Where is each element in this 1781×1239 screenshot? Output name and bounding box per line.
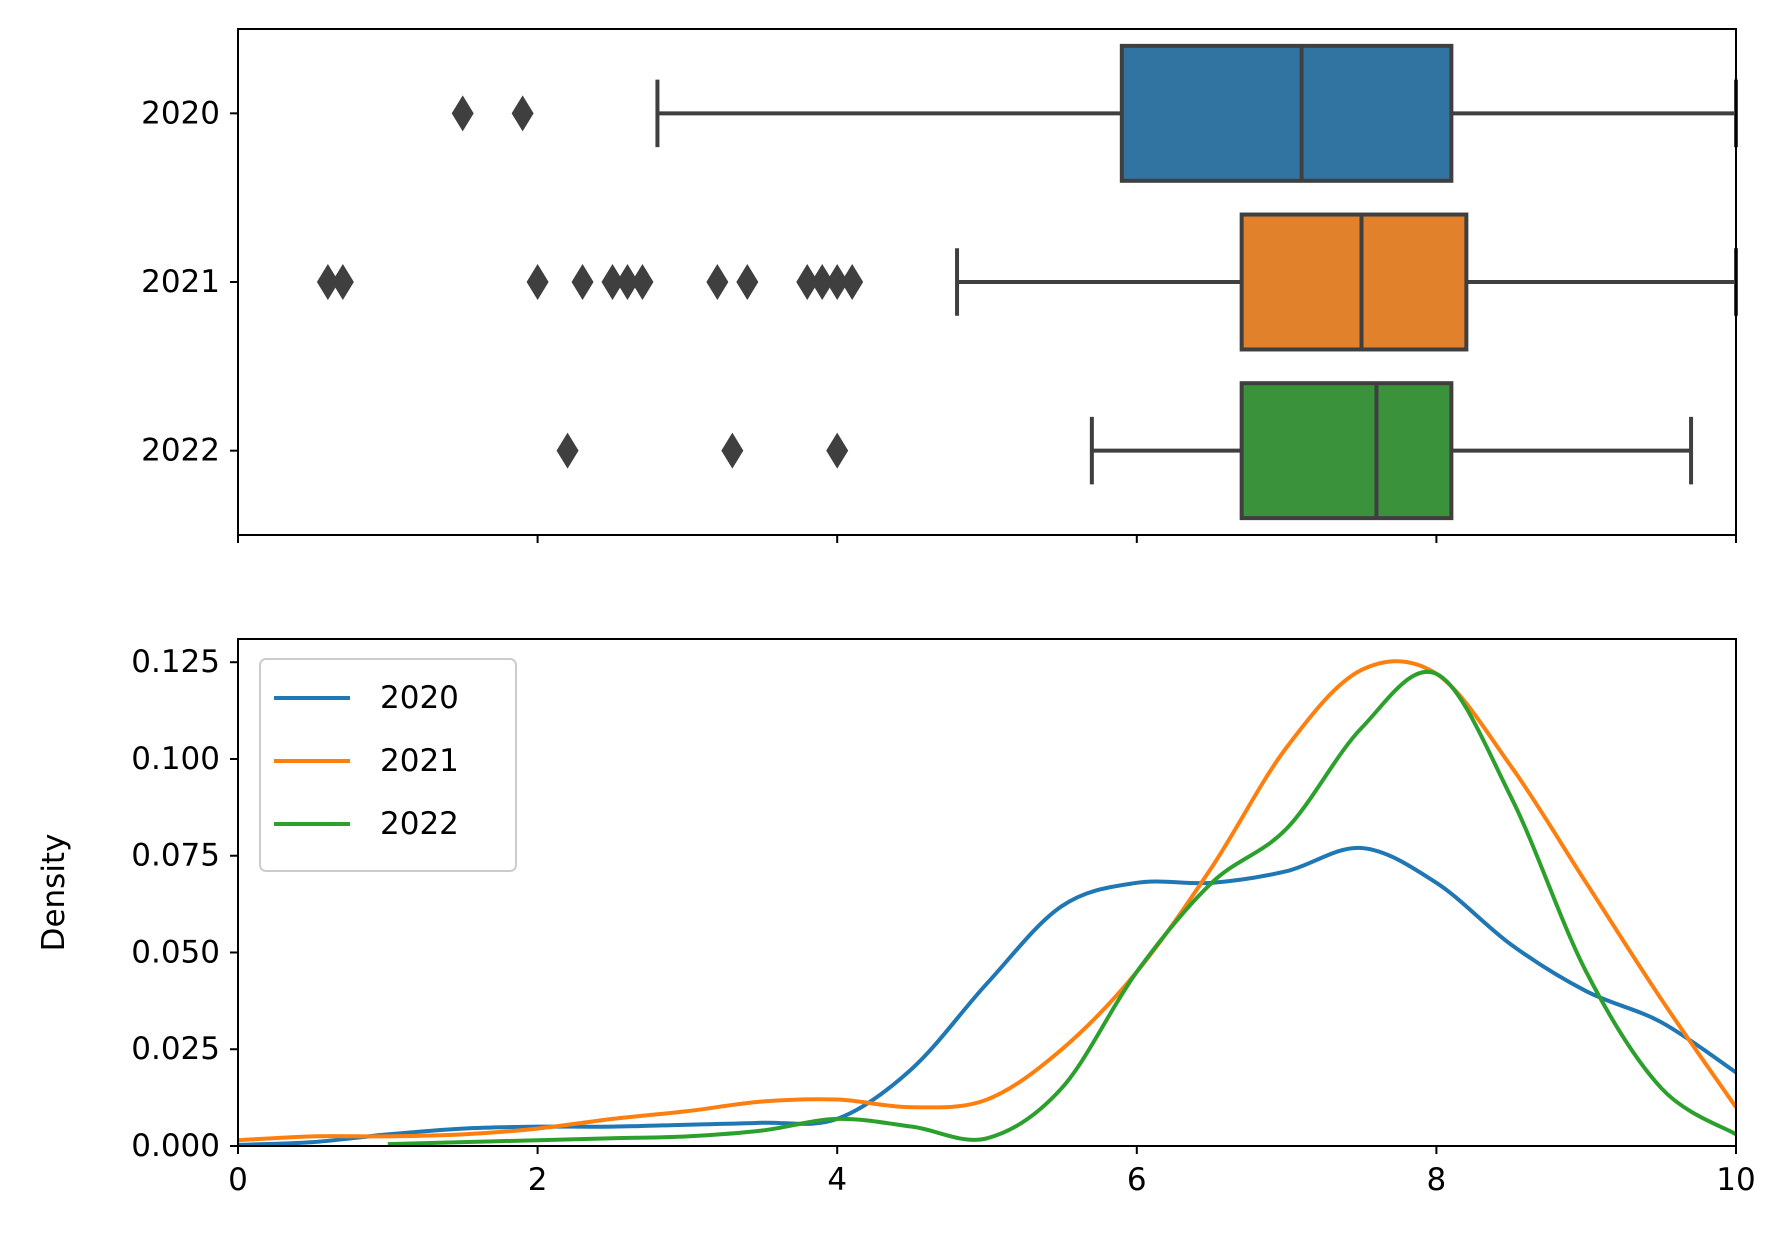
legend-frame <box>259 658 517 872</box>
outlier-point <box>796 264 819 300</box>
outlier-point <box>811 264 834 300</box>
density-plot-panel: 0 2 4 6 8 10 0.000 0.025 0.050 0.075 0.100 0.125 De… <box>36 638 1756 1198</box>
y-tick-label: 0.050 <box>131 934 220 970</box>
legend-label: 2021 <box>380 743 459 779</box>
outlier-point <box>511 95 534 132</box>
legend-label: 2020 <box>380 680 459 716</box>
y-tick-label: 2021 <box>141 264 220 300</box>
outlier-point <box>451 95 474 132</box>
x-tick-label: 10 <box>1716 1162 1755 1198</box>
density-plot-area <box>238 659 1736 1146</box>
iqr-box <box>1119 43 1454 183</box>
outlier-point <box>826 432 849 469</box>
box-plot-panel: 2020 2021 2022 <box>141 28 1738 543</box>
density-line-2022 <box>387 669 1736 1146</box>
density-plot-frame <box>237 638 1737 1147</box>
box-2022 <box>556 381 1694 521</box>
y-tick-label: 2020 <box>141 95 220 131</box>
outlier-point <box>316 264 339 300</box>
x-tick-label: 2 <box>528 1162 548 1198</box>
y-tick-label: 0.000 <box>131 1128 220 1164</box>
x-tick-label: 0 <box>228 1162 248 1198</box>
y-tick-label: 2022 <box>141 433 220 469</box>
legend: 2020 2021 2022 <box>259 658 517 872</box>
density-line-2020 <box>238 845 1736 1146</box>
outlier-point <box>616 264 639 300</box>
outlier-point <box>736 264 759 300</box>
density-line-2021 <box>238 659 1736 1143</box>
outlier-point <box>331 264 354 300</box>
outlier-point <box>706 264 729 300</box>
outlier-point <box>841 264 864 300</box>
y-axis-label: Density <box>36 834 72 952</box>
outlier-point <box>526 264 549 300</box>
iqr-box <box>1239 381 1454 521</box>
outlier-point <box>571 264 594 300</box>
iqr-box <box>1239 212 1469 352</box>
y-tick-label: 0.100 <box>131 741 220 777</box>
y-tick-label: 0.125 <box>131 644 220 680</box>
box-2020 <box>451 43 1738 183</box>
x-tick-label: 4 <box>827 1162 847 1198</box>
legend-label: 2022 <box>380 806 459 842</box>
box-plot-area <box>316 43 1738 521</box>
outlier-point <box>601 264 624 300</box>
x-tick-label: 6 <box>1127 1162 1147 1198</box>
box-plot-axes: 2020 2021 2022 <box>141 95 1737 543</box>
box-2021 <box>316 212 1738 352</box>
outlier-point <box>721 432 744 469</box>
outlier-point <box>826 264 849 300</box>
outlier-point <box>631 264 654 300</box>
y-tick-label: 0.025 <box>131 1031 220 1067</box>
y-tick-label: 0.075 <box>131 838 220 874</box>
x-tick-label: 8 <box>1427 1162 1447 1198</box>
density-plot-axes: 0 2 4 6 8 10 0.000 0.025 0.050 0.075 0.100 0.125 <box>131 644 1755 1198</box>
outlier-point <box>556 432 579 469</box>
